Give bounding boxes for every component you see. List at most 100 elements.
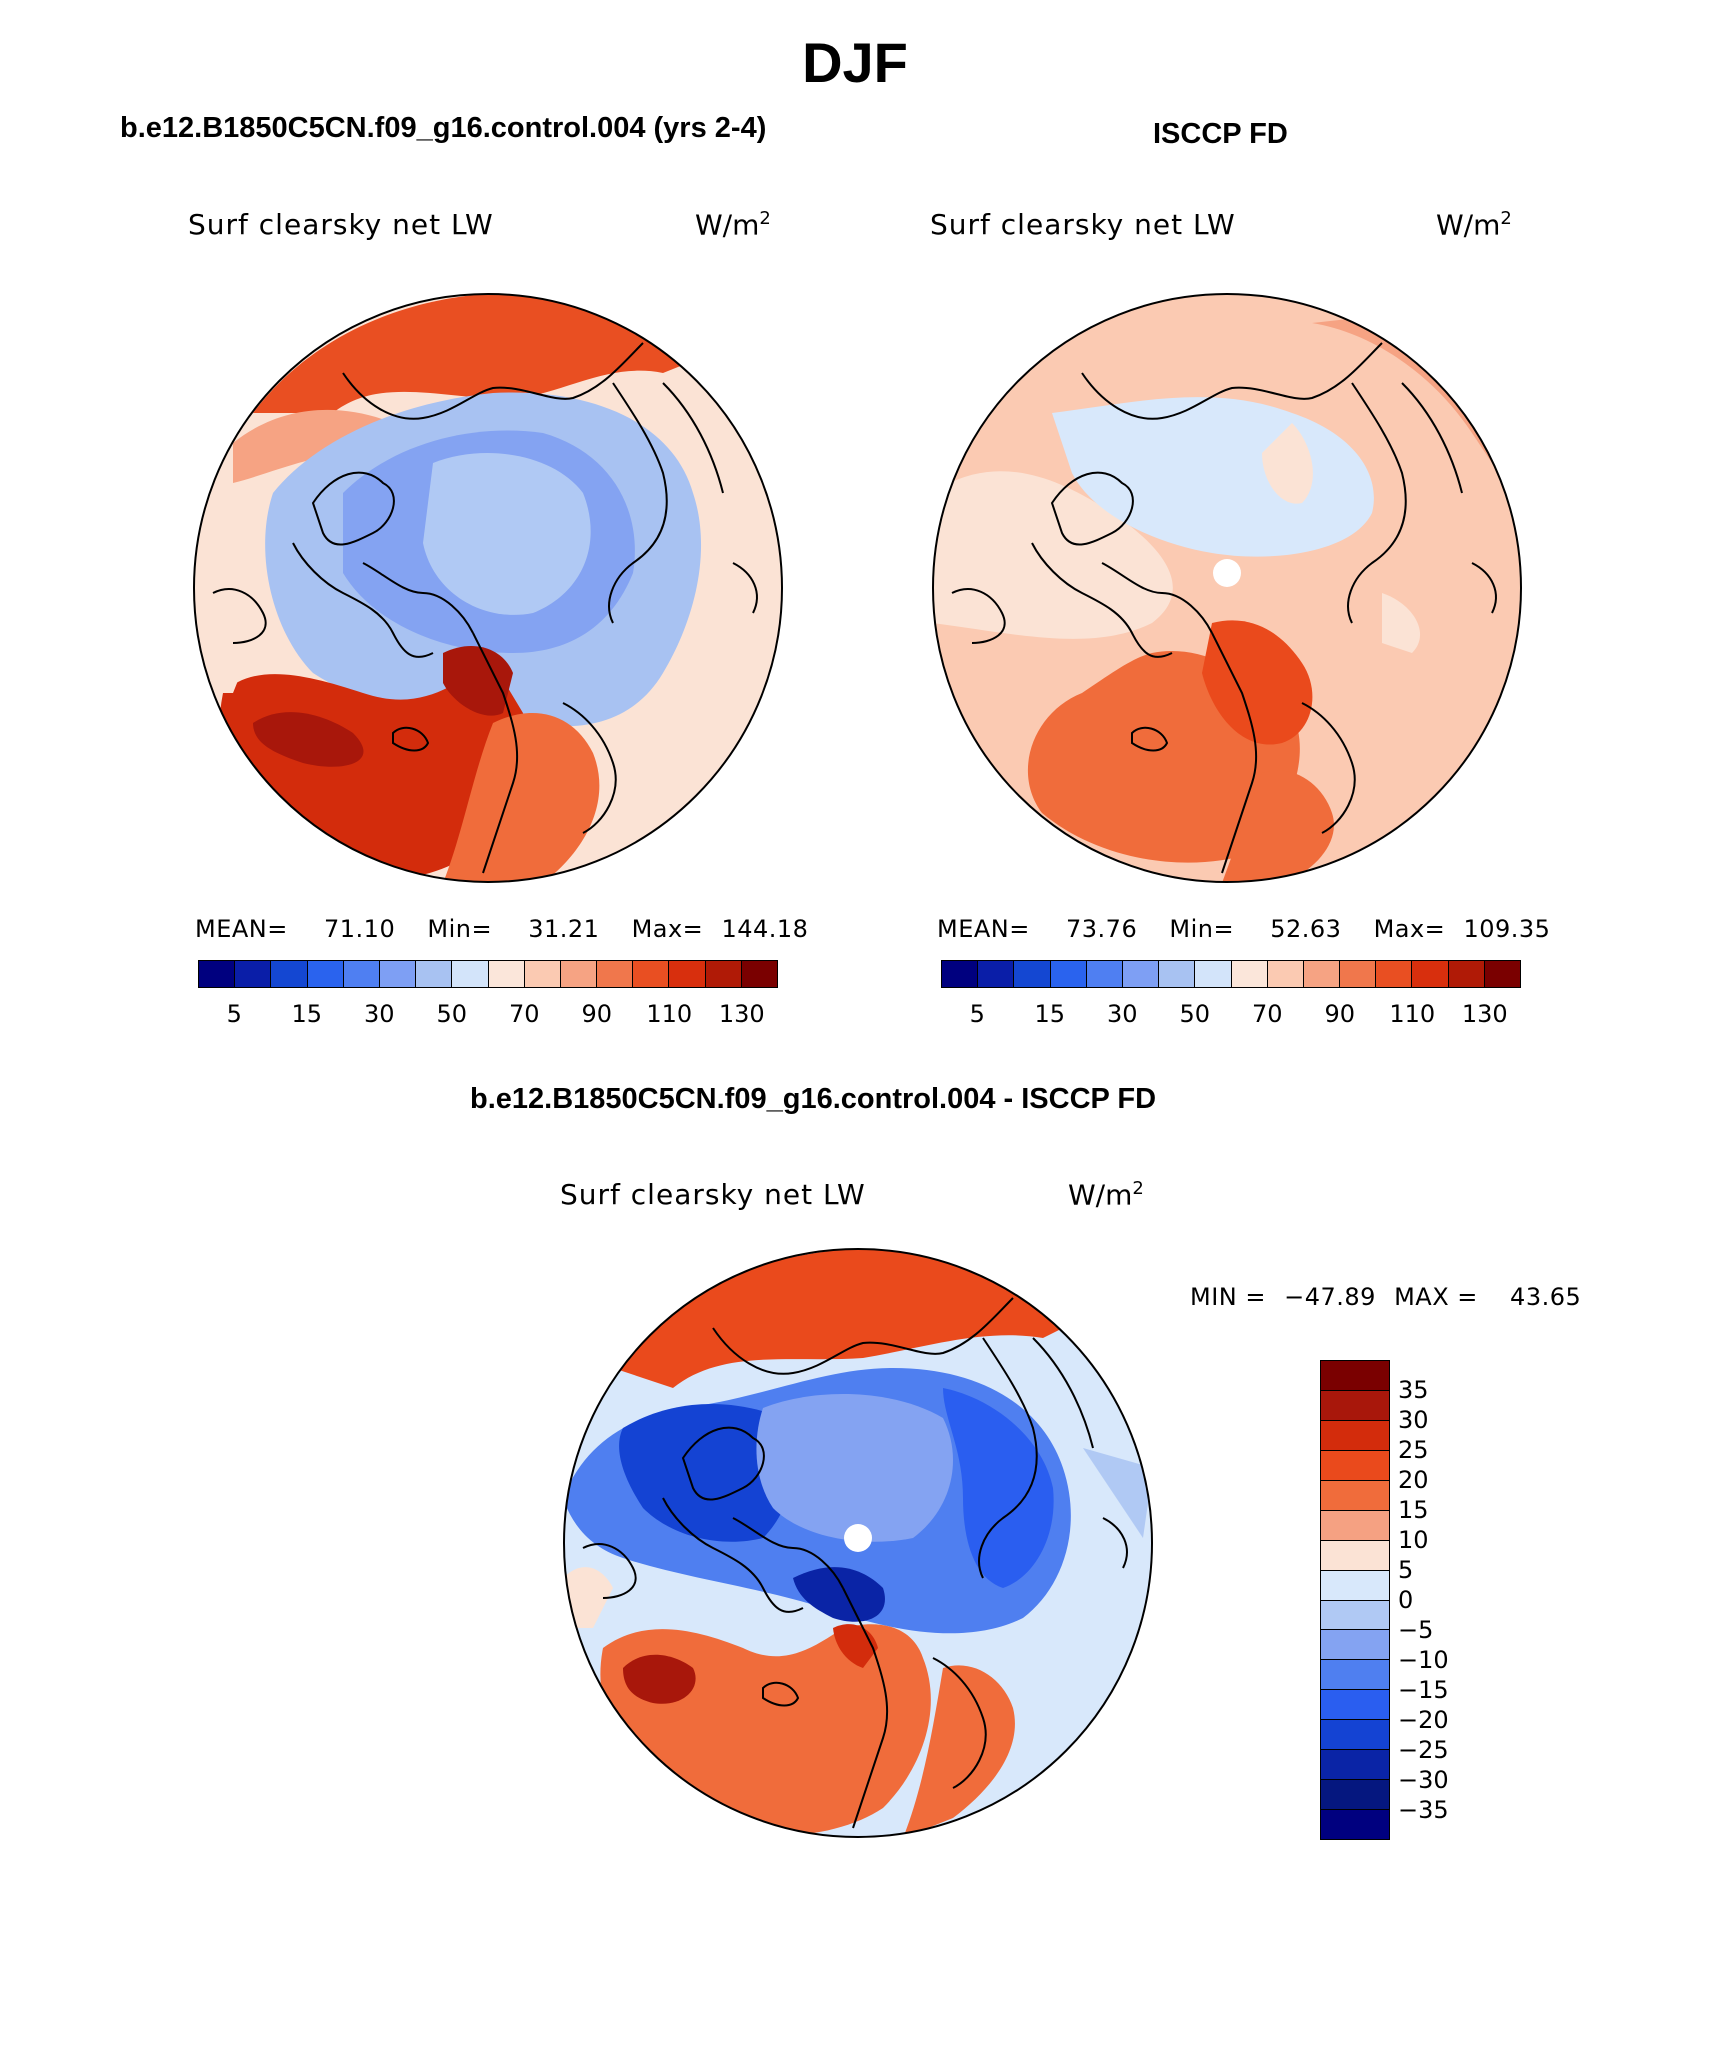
diff-colorbar-swatch <box>1321 1450 1389 1481</box>
model-polar-map <box>193 293 783 883</box>
obs-colorbar-swatch <box>978 961 1015 987</box>
obs-mean-label: MEAN= <box>937 915 1030 943</box>
diff-colorbar-tick-label: −30 <box>1398 1766 1449 1794</box>
diff-colorbar-tick-label: 10 <box>1398 1526 1429 1554</box>
model-colorbar <box>198 960 778 988</box>
obs-colorbar-tick-label: 90 <box>1324 1000 1356 1028</box>
model-mean-value: 71.10 <box>324 915 396 943</box>
diff-colorbar-tick-label: −35 <box>1398 1796 1449 1824</box>
obs-colorbar-tick-label: 130 <box>1461 1000 1508 1028</box>
model-colorbar-swatch <box>343 961 380 987</box>
diff-colorbar-tick-label: 0 <box>1398 1586 1414 1614</box>
obs-colorbar-swatch <box>1376 961 1413 987</box>
obs-max-value: 109.35 <box>1463 915 1551 943</box>
obs-colorbar-swatch <box>1448 961 1485 987</box>
model-colorbar-tick-label: 130 <box>718 1000 765 1028</box>
model-colorbar-tick-label: 70 <box>508 1000 540 1028</box>
obs-colorbar-swatch <box>1195 961 1232 987</box>
obs-min-value: 52.63 <box>1270 915 1342 943</box>
model-max-value: 144.18 <box>721 915 809 943</box>
model-units-label: W/m2 <box>695 208 771 242</box>
obs-units-label: W/m2 <box>1436 208 1512 242</box>
diff-colorbar-tick-label: −10 <box>1398 1646 1449 1674</box>
obs-colorbar-swatch <box>1303 961 1341 987</box>
model-min-label: Min= <box>427 915 493 943</box>
model-colorbar-swatch <box>416 961 453 987</box>
obs-colorbar-swatch <box>1122 961 1160 987</box>
diff-colorbar-tick-label: 35 <box>1398 1376 1429 1404</box>
model-colorbar-swatch <box>633 961 670 987</box>
obs-colorbar-swatch <box>1159 961 1196 987</box>
diff-colorbar-tick-label: −20 <box>1398 1706 1449 1734</box>
diff-colorbar-tick-label: 30 <box>1398 1406 1429 1434</box>
obs-colorbar-tick-label: 30 <box>1106 1000 1138 1028</box>
diff-colorbar-ticks: 35 30 25 20 15 10 5 0 −5 −10 −15 −20 −25 −30 −35 <box>1398 1360 1478 1840</box>
model-variable-label: Surf clearsky net LW <box>188 208 494 241</box>
obs-colorbar-swatch <box>1014 961 1051 987</box>
obs-stats: MEAN= 73.76 Min= 52.63 Max= 109.35 <box>937 915 1550 943</box>
model-colorbar-swatch <box>597 961 634 987</box>
model-min-value: 31.21 <box>528 915 600 943</box>
diff-colorbar-swatch <box>1321 1570 1389 1601</box>
model-colorbar-swatch <box>379 961 417 987</box>
model-colorbar-tick-label: 5 <box>226 1000 242 1028</box>
diff-colorbar-tick-label: −5 <box>1398 1616 1434 1644</box>
obs-colorbar-swatch <box>942 961 979 987</box>
obs-colorbar-tick-label: 15 <box>1034 1000 1066 1028</box>
model-colorbar-swatch <box>488 961 525 987</box>
model-colorbar-tick-label: 15 <box>291 1000 323 1028</box>
obs-panel-title: ISCCP FD <box>1153 118 1288 150</box>
model-colorbar-tick-label: 50 <box>436 1000 468 1028</box>
model-colorbar-swatch <box>741 961 777 987</box>
obs-colorbar-swatch <box>1050 961 1087 987</box>
obs-colorbar-tick-label: 5 <box>969 1000 985 1028</box>
model-colorbar-swatch <box>524 961 561 987</box>
diff-colorbar-tick-label: 5 <box>1398 1556 1414 1584</box>
model-mean-label: MEAN= <box>195 915 288 943</box>
obs-colorbar-swatch <box>1412 961 1449 987</box>
obs-colorbar-swatch <box>1484 961 1520 987</box>
obs-polar-map <box>932 293 1522 883</box>
diff-colorbar-swatch <box>1321 1480 1389 1511</box>
obs-max-label: Max= <box>1373 915 1446 943</box>
diff-colorbar-tick-label: −15 <box>1398 1676 1449 1704</box>
model-colorbar-swatch <box>199 961 236 987</box>
obs-colorbar-ticks: 5 15 30 50 70 90 110 130 <box>941 1000 1521 1030</box>
model-colorbar-tick-label: 90 <box>581 1000 613 1028</box>
diff-colorbar <box>1320 1360 1390 1840</box>
obs-colorbar-swatch <box>1267 961 1304 987</box>
model-colorbar-swatch <box>705 961 742 987</box>
obs-min-label: Min= <box>1169 915 1235 943</box>
diff-max-value: 43.65 <box>1510 1283 1582 1311</box>
diff-colorbar-swatch <box>1321 1810 1389 1839</box>
diff-colorbar-tick-label: 25 <box>1398 1436 1429 1464</box>
diff-stats: MIN = −47.89 MAX = 43.65 <box>1190 1283 1581 1311</box>
diff-colorbar-swatch <box>1321 1630 1389 1661</box>
obs-colorbar-tick-label: 70 <box>1251 1000 1283 1028</box>
diff-colorbar-tick-label: −25 <box>1398 1736 1449 1764</box>
model-colorbar-swatch <box>560 961 598 987</box>
model-stats: MEAN= 71.10 Min= 31.21 Max= 144.18 <box>195 915 808 943</box>
diff-colorbar-swatch <box>1321 1420 1389 1451</box>
diff-min-label: MIN = <box>1190 1283 1266 1311</box>
diff-colorbar-swatch <box>1321 1660 1389 1691</box>
main-title: DJF <box>802 31 908 94</box>
diff-colorbar-swatch <box>1321 1720 1389 1751</box>
diff-colorbar-swatch <box>1321 1750 1389 1781</box>
obs-mean-value: 73.76 <box>1066 915 1138 943</box>
model-max-label: Max= <box>631 915 704 943</box>
model-colorbar-swatch <box>307 961 344 987</box>
diff-colorbar-swatch <box>1321 1690 1389 1721</box>
diff-variable-label: Surf clearsky net LW <box>560 1178 866 1211</box>
diff-colorbar-tick-label: 20 <box>1398 1466 1429 1494</box>
diff-colorbar-swatch <box>1321 1510 1389 1541</box>
model-colorbar-tick-label: 30 <box>363 1000 395 1028</box>
diff-units-label: W/m2 <box>1068 1178 1144 1212</box>
model-colorbar-swatch <box>452 961 489 987</box>
diff-max-label: MAX = <box>1394 1283 1478 1311</box>
diff-min-value: −47.89 <box>1284 1283 1376 1311</box>
obs-colorbar-tick-label: 110 <box>1389 1000 1436 1028</box>
obs-colorbar-swatch <box>1231 961 1268 987</box>
diff-colorbar-swatch <box>1321 1600 1389 1631</box>
model-colorbar-ticks: 5 15 30 50 70 90 110 130 <box>198 1000 778 1030</box>
